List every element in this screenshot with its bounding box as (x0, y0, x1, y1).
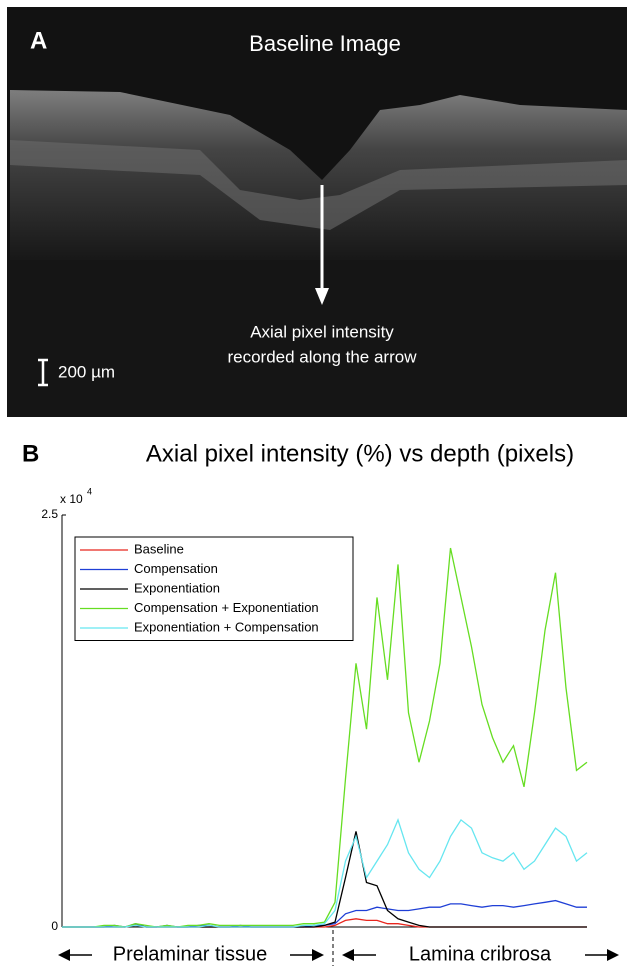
series-line (62, 818, 588, 928)
scale-label: 200 µm (58, 362, 115, 381)
arrow-head (315, 288, 329, 305)
retina-tissue (10, 90, 627, 260)
y-tick-label: 0 (51, 919, 58, 933)
image-title: Baseline Image (249, 31, 401, 56)
legend-label: Compensation (134, 561, 218, 576)
panel-label: A (30, 27, 47, 54)
legend-label: Exponentiation + Compensation (134, 619, 319, 634)
y-multiplier: x 10 (60, 492, 83, 506)
scale-bar (38, 358, 48, 387)
tissue-layer (10, 140, 627, 230)
series-line (62, 831, 587, 928)
annotation: recorded along the arrow (227, 347, 417, 366)
y-multiplier-exponent: 4 (87, 486, 92, 496)
annotation: Axial pixel intensity (250, 322, 394, 341)
y-tick-label: 2.5 (41, 507, 58, 521)
legend-label: Baseline (134, 541, 184, 556)
panel-label: B (22, 440, 39, 467)
plot: 0 2.5 Baseline Compensation Exponentiation Co… (41, 507, 588, 933)
legend-label: Compensation + Exponentiation (134, 600, 319, 615)
region-label: Lamina cribrosa (409, 943, 552, 965)
series-line (62, 547, 588, 928)
legend-label: Exponentiation (134, 580, 220, 595)
region-label: Prelaminar tissue (113, 943, 268, 965)
image-shadow (7, 260, 627, 417)
chart-title: Axial pixel intensity (%) vs depth (pixe… (146, 440, 574, 467)
image-panel: A Baseline Image Axial pixel intensity r… (7, 7, 627, 417)
